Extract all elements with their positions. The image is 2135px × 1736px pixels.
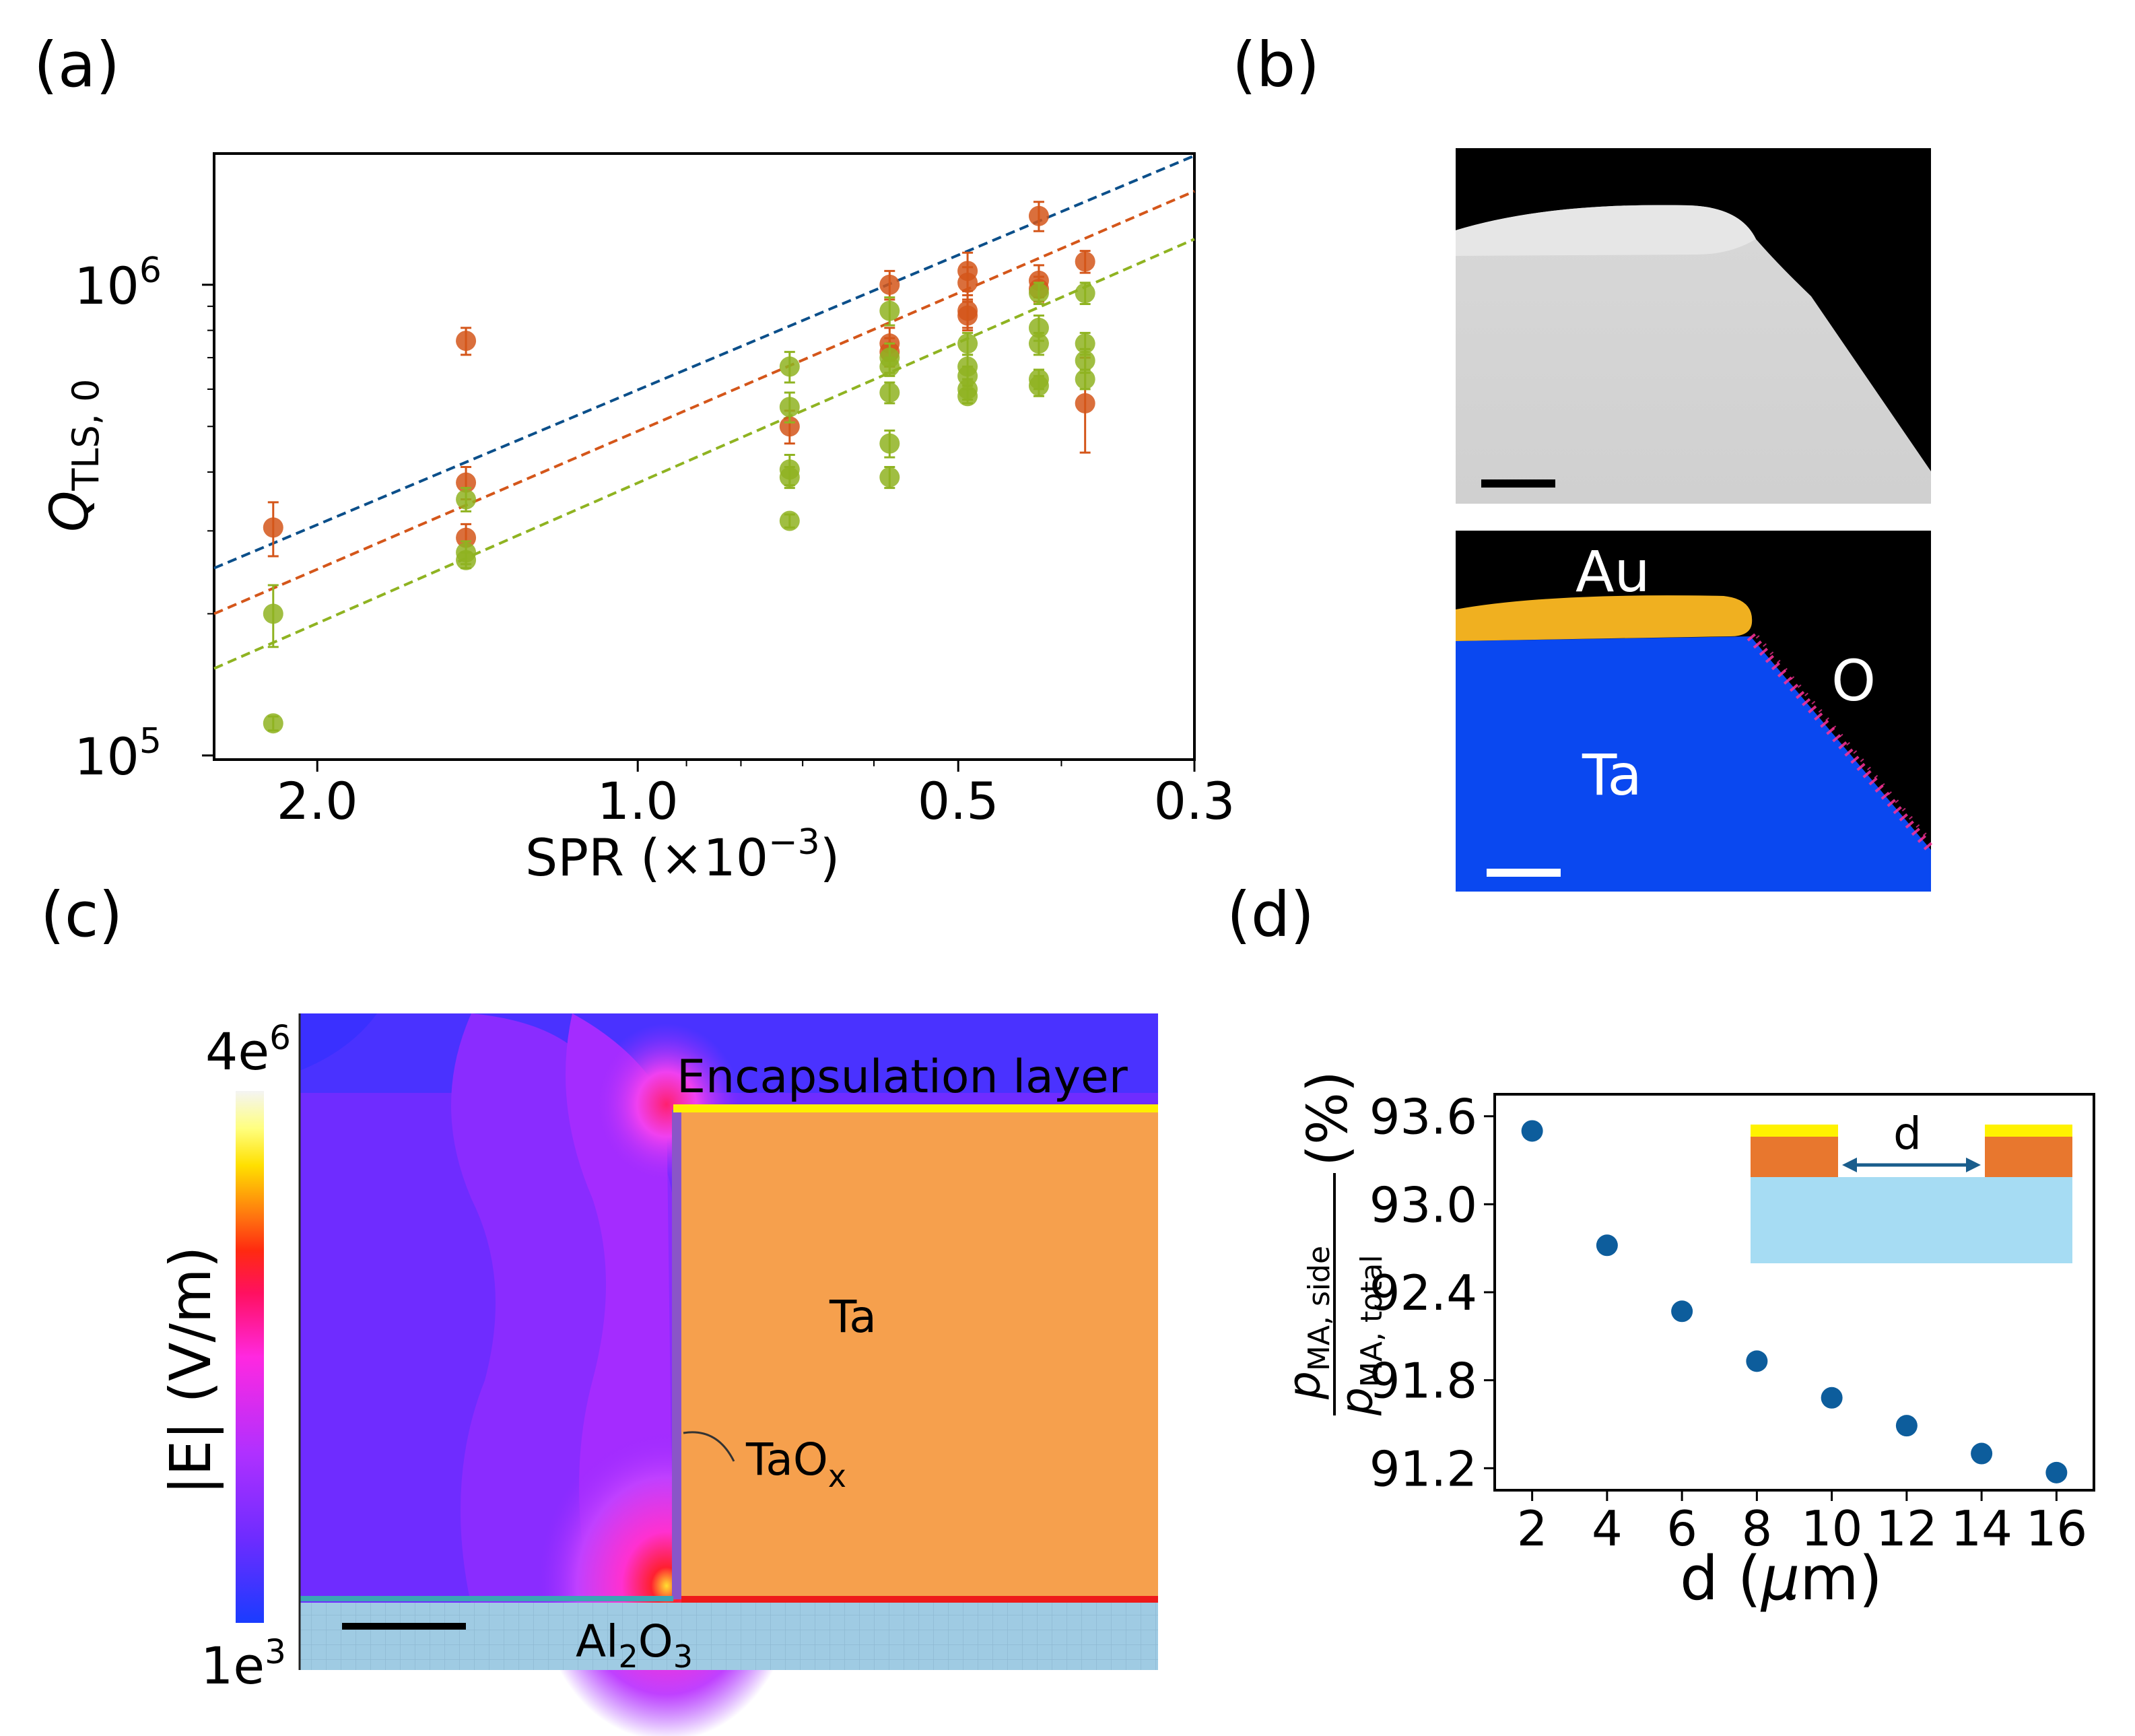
panel-d-ylabel: pMA, side pMA, total (%) xyxy=(1279,1071,1389,1416)
green-fit-line xyxy=(213,238,1195,670)
label-encapsulation: Encapsulation layer xyxy=(677,1050,1128,1104)
al2o3-substrate xyxy=(300,1603,1158,1670)
svg-text:pMA, side: pMA, side xyxy=(1279,1246,1336,1400)
panel-label-a: (a) xyxy=(34,29,120,101)
d-data-point xyxy=(1895,1415,1918,1437)
d-xtick-label: 4 xyxy=(1592,1500,1623,1557)
orange-data-point xyxy=(957,300,978,332)
panel-a-ylabel: QTLS, 0 xyxy=(40,379,107,532)
green-data-point xyxy=(879,466,900,490)
eds-label-au: Au xyxy=(1575,539,1650,605)
a-xtick-label: 0.3 xyxy=(1154,771,1235,831)
panel-c-field-map: 4e6 1e3 |E| (V/m) Encapsulation layer Ta… xyxy=(158,1013,1158,1736)
d-xtick-label: 12 xyxy=(1876,1500,1938,1557)
green-data-point xyxy=(1028,331,1049,356)
green-data-point xyxy=(1028,281,1049,305)
panel-label-c: (c) xyxy=(40,879,123,951)
orange-data-point xyxy=(879,269,900,301)
green-data-point xyxy=(263,584,283,648)
inset-label-d: d xyxy=(1893,1108,1922,1160)
eds-scale-bar xyxy=(1487,869,1561,877)
a-xtick-label: 2.0 xyxy=(277,771,358,831)
inset-schematic: d xyxy=(1751,1108,2072,1263)
label-al2o3: Al2O3 xyxy=(576,1615,693,1675)
orange-fit-line xyxy=(213,190,1195,615)
colorbar xyxy=(236,1091,264,1623)
green-data-point xyxy=(456,487,477,512)
panel-b-images: Au O Ta xyxy=(1456,148,1935,892)
eds-label-ta: Ta xyxy=(1582,742,1642,808)
green-data-point xyxy=(263,713,283,734)
d-xtick-label: 6 xyxy=(1666,1500,1697,1557)
orange-data-point xyxy=(957,266,978,301)
colorbar-max-label: 4e6 xyxy=(205,1018,291,1081)
green-data-point xyxy=(879,356,900,377)
d-ytick-label: 92.4 xyxy=(1369,1265,1477,1321)
eds-label-o: O xyxy=(1831,648,1876,714)
green-data-point xyxy=(879,296,900,327)
label-taox: TaOx xyxy=(745,1434,846,1494)
d-data-point xyxy=(1596,1234,1618,1257)
panel-label-b: (b) xyxy=(1232,29,1320,101)
d-data-point xyxy=(2045,1461,2068,1483)
a-ytick-label: 106 xyxy=(74,251,162,316)
panel-d-chart: d 2 4 6 8 10 12 14 16 91.2 91.8 92.4 93.0 93.6 d (μ… xyxy=(1279,1071,2095,1614)
orange-data-point xyxy=(1075,250,1095,274)
orange-data-point xyxy=(456,327,477,356)
d-data-point xyxy=(1671,1300,1693,1323)
a-ytick-label: 105 xyxy=(74,721,162,787)
d-data-point xyxy=(1821,1387,1843,1409)
d-xtick-label: 10 xyxy=(1801,1500,1863,1557)
d-data-point xyxy=(1521,1120,1543,1142)
d-data-point xyxy=(1746,1350,1768,1372)
green-data-point xyxy=(779,466,800,490)
orange-data-point xyxy=(1028,201,1049,232)
svg-text:(%): (%) xyxy=(1296,1071,1360,1166)
green-data-point xyxy=(879,381,900,405)
label-ta: Ta xyxy=(829,1291,877,1343)
green-data-point xyxy=(957,386,978,407)
green-data-point xyxy=(779,391,800,424)
eds-map: Au O Ta xyxy=(1456,531,1935,892)
green-data-point xyxy=(1028,374,1049,397)
d-xtick-label: 14 xyxy=(1951,1500,2012,1557)
colorbar-title: |E| (V/m) xyxy=(158,1246,224,1495)
d-ytick-label: 91.8 xyxy=(1369,1353,1477,1409)
green-data-point xyxy=(1075,281,1095,305)
field-map-scale-bar xyxy=(342,1623,466,1630)
sem-image xyxy=(1456,148,1931,504)
panel-label-d: (d) xyxy=(1227,879,1314,951)
panel-a-chart: 2.0 1.0 0.5 0.3 105 106 SPR (×10−3) QTLS, 0 xyxy=(40,152,1235,888)
d-ytick-label: 91.2 xyxy=(1369,1440,1477,1497)
green-data-point xyxy=(779,351,800,384)
green-data-point xyxy=(779,510,800,531)
d-xtick-label: 8 xyxy=(1741,1500,1772,1557)
d-data-point xyxy=(1971,1442,1993,1465)
sem-scale-bar xyxy=(1481,479,1555,488)
a-xtick-label: 1.0 xyxy=(597,771,679,831)
d-xtick-label: 2 xyxy=(1517,1500,1548,1557)
panel-a-xlabel: SPR (×10−3) xyxy=(525,822,840,888)
green-data-point xyxy=(879,429,900,459)
d-ytick-label: 93.0 xyxy=(1369,1176,1477,1233)
a-xtick-label: 0.5 xyxy=(918,771,999,831)
orange-data-point xyxy=(263,501,283,558)
panel-a-frame xyxy=(213,152,1196,761)
green-data-point xyxy=(1075,368,1095,391)
colorbar-min-label: 1e3 xyxy=(201,1632,286,1696)
panel-d-xlabel: d (μm) xyxy=(1680,1543,1883,1614)
d-ytick-label: 93.6 xyxy=(1369,1089,1477,1145)
d-xtick-label: 16 xyxy=(2026,1500,2088,1557)
ta-electrode xyxy=(681,1111,1158,1599)
green-data-point xyxy=(456,549,477,570)
svg-text:pMA, total: pMA, total xyxy=(1331,1255,1389,1416)
encapsulation-layer xyxy=(673,1104,1158,1112)
